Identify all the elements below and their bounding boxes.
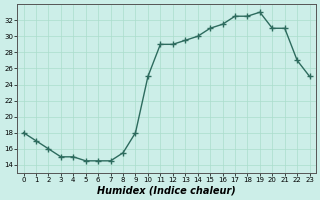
X-axis label: Humidex (Indice chaleur): Humidex (Indice chaleur) [97, 186, 236, 196]
